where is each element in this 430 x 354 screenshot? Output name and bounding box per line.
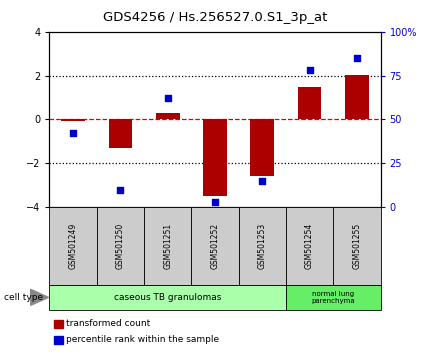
Text: GDS4256 / Hs.256527.0.S1_3p_at: GDS4256 / Hs.256527.0.S1_3p_at — [103, 11, 327, 24]
Bar — [333, 207, 381, 285]
Bar — [108, 120, 132, 148]
Bar — [97, 207, 144, 285]
Bar — [286, 285, 381, 310]
Point — [259, 178, 266, 184]
Bar — [239, 207, 286, 285]
Bar — [61, 120, 85, 121]
Text: GSM501253: GSM501253 — [258, 223, 267, 269]
Bar — [250, 120, 274, 176]
Bar — [203, 120, 227, 196]
Polygon shape — [31, 290, 49, 305]
Text: percentile rank within the sample: percentile rank within the sample — [66, 335, 219, 344]
Point — [353, 55, 360, 61]
Point — [164, 96, 171, 101]
Text: GSM501251: GSM501251 — [163, 223, 172, 269]
Bar — [345, 75, 369, 120]
Point — [117, 187, 124, 193]
Text: caseous TB granulomas: caseous TB granulomas — [114, 293, 221, 302]
Point — [212, 199, 218, 205]
Bar — [191, 207, 239, 285]
Text: normal lung
parenchyma: normal lung parenchyma — [311, 291, 355, 304]
Text: GSM501249: GSM501249 — [69, 223, 77, 269]
Text: GSM501255: GSM501255 — [353, 223, 361, 269]
Text: GSM501254: GSM501254 — [305, 223, 314, 269]
Bar — [156, 113, 180, 120]
Text: GSM501250: GSM501250 — [116, 223, 125, 269]
Bar — [298, 87, 321, 120]
Point — [70, 131, 77, 136]
Text: GSM501252: GSM501252 — [211, 223, 219, 269]
Bar — [49, 207, 97, 285]
Text: transformed count: transformed count — [66, 319, 150, 329]
Bar — [144, 207, 191, 285]
Bar — [286, 207, 333, 285]
Point — [306, 68, 313, 73]
Text: cell type: cell type — [4, 293, 43, 302]
Bar — [49, 285, 286, 310]
